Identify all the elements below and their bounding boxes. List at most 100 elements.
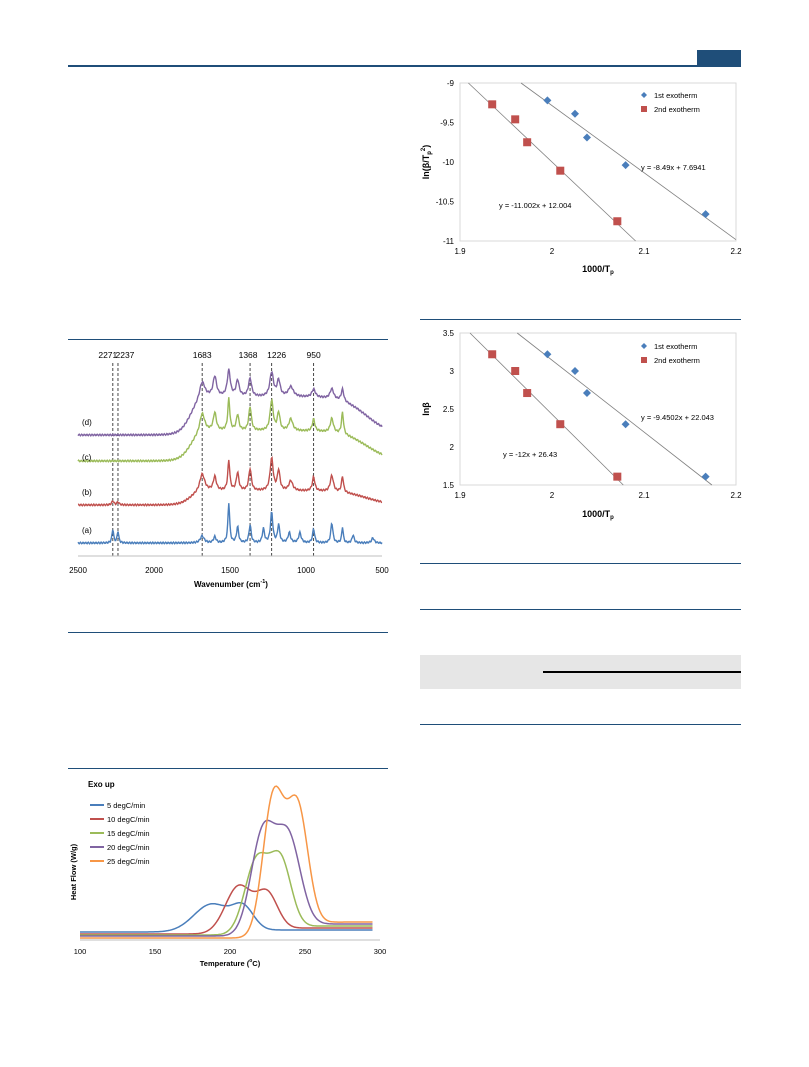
x-tick-label: 2.1 <box>638 247 650 256</box>
peak-label: 2237 <box>116 350 135 360</box>
data-point-square <box>511 367 520 375</box>
y-tick-label: 2 <box>450 443 455 452</box>
table-rule-3 <box>420 724 741 725</box>
legend-label: 2nd exotherm <box>654 356 700 365</box>
data-point-square <box>523 138 532 147</box>
table-rule-1 <box>420 563 741 564</box>
dsc-curve <box>80 849 373 936</box>
legend-label: 5 degC/min <box>107 801 145 810</box>
x-tick-label: 2 <box>550 491 555 500</box>
data-point-square <box>613 217 622 226</box>
figure-rule-ftir-bottom <box>68 632 388 633</box>
y-tick-label: -10.5 <box>436 198 455 207</box>
x-tick-label: 2000 <box>145 566 163 575</box>
legend-marker-square <box>641 106 647 112</box>
x-tick-label: 200 <box>224 947 237 956</box>
y-tick-label: -10 <box>442 158 454 167</box>
y-tick-label: 2.5 <box>443 405 455 414</box>
x-tick-label: 100 <box>74 947 87 956</box>
y-tick-label: -11 <box>443 237 455 246</box>
figure-rule-ftir-top <box>68 339 388 340</box>
legend-label: 1st exotherm <box>654 91 697 100</box>
table-rule-2 <box>420 609 741 610</box>
y-tick-label: -9.5 <box>440 119 454 128</box>
trendline-equation: y = -9.4502x + 22.043 <box>641 413 714 422</box>
x-tick-label: 300 <box>374 947 387 956</box>
trendline <box>520 82 737 241</box>
x-tick-label: 500 <box>375 566 389 575</box>
x-tick-label: 1.9 <box>454 247 466 256</box>
data-point-diamond <box>701 210 710 219</box>
x-tick-label: 2 <box>550 247 555 256</box>
dsc-chart: 5 degC/min 10 degC/min 15 degC/min 20 degC/… <box>69 780 387 968</box>
legend-marker-diamond <box>641 92 647 98</box>
legend-label: 25 degC/min <box>107 857 150 866</box>
table-column-rule <box>543 671 741 673</box>
kissinger-chart: -9 -9.5 -10 -10.5 -11 1.9 2 2.1 2.2 y = -8.49x … <box>421 79 742 276</box>
data-point-diamond <box>621 161 630 170</box>
lnbeta-chart: 3.5 3 2.5 2 1.5 1.9 2 2.1 2.2 y = -9.4502x + 22… <box>421 329 742 521</box>
dsc-curve <box>80 901 373 933</box>
peak-label: 1368 <box>239 350 258 360</box>
x-tick-label: 2.2 <box>730 247 742 256</box>
dsc-curve <box>80 884 373 935</box>
y-tick-label: 1.5 <box>443 481 455 490</box>
data-point-diamond <box>701 472 710 481</box>
trendline <box>469 332 624 486</box>
legend-label: 2nd exotherm <box>654 105 700 114</box>
legend-label: 15 degC/min <box>107 829 150 838</box>
legend-label: 1st exotherm <box>654 342 697 351</box>
dsc-curve <box>80 785 373 939</box>
data-point-square <box>488 100 497 109</box>
x-tick-label: 2.2 <box>730 491 742 500</box>
dsc-curve <box>80 819 373 937</box>
legend-title: Exo up <box>88 780 115 789</box>
y-tick-label: 3 <box>450 367 455 376</box>
peak-label: 1226 <box>267 350 286 360</box>
data-point-diamond <box>621 420 630 429</box>
trendline <box>468 82 636 242</box>
spectrum-line <box>77 503 383 545</box>
x-axis-label: Wavenumber (cm-1) <box>194 579 268 589</box>
spectrum-label: (a) <box>82 526 92 535</box>
y-axis-label: ln(β/Tp2) <box>421 145 433 180</box>
y-tick-label: -9 <box>447 79 455 88</box>
data-point-square <box>511 115 520 124</box>
header-rule <box>68 65 741 67</box>
data-point-diamond <box>543 96 552 105</box>
legend-label: 10 degC/min <box>107 815 150 824</box>
spectrum-line <box>77 397 383 463</box>
data-point-diamond <box>543 350 552 359</box>
trendline <box>516 332 713 486</box>
peak-label: 950 <box>307 350 321 360</box>
x-tick-label: 1.9 <box>454 491 466 500</box>
y-tick-label: 3.5 <box>443 329 455 338</box>
data-point-square <box>613 472 622 481</box>
legend-marker-diamond <box>641 343 647 349</box>
spectrum-label: (d) <box>82 418 92 427</box>
data-point-square <box>556 420 565 429</box>
trendline-equation: y = -12x + 26.43 <box>503 450 557 459</box>
y-axis-label: lnβ <box>421 402 431 416</box>
header-tab <box>697 50 741 66</box>
data-point-square <box>523 389 532 398</box>
x-tick-label: 1500 <box>221 566 239 575</box>
x-tick-label: 2500 <box>69 566 87 575</box>
x-tick-label: 2.1 <box>638 491 650 500</box>
x-tick-label: 150 <box>149 947 162 956</box>
spectrum-label: (b) <box>82 488 92 497</box>
y-axis-label: Heat Flow (W/g) <box>69 843 78 900</box>
data-point-diamond <box>571 109 579 118</box>
plot-area-border <box>459 82 737 242</box>
data-point-square <box>556 166 565 175</box>
x-tick-label: 250 <box>299 947 312 956</box>
trendline-equation: y = -11.002x + 12.004 <box>499 201 571 210</box>
x-tick-label: 1000 <box>297 566 315 575</box>
x-axis-label: 1000/Tp <box>582 509 614 521</box>
legend-label: 20 degC/min <box>107 843 150 852</box>
figure-rule-dsc-top <box>68 768 388 769</box>
data-point-diamond <box>582 133 591 142</box>
x-axis-label: Temperature (oC) <box>200 958 261 968</box>
peak-label: 1683 <box>193 350 212 360</box>
